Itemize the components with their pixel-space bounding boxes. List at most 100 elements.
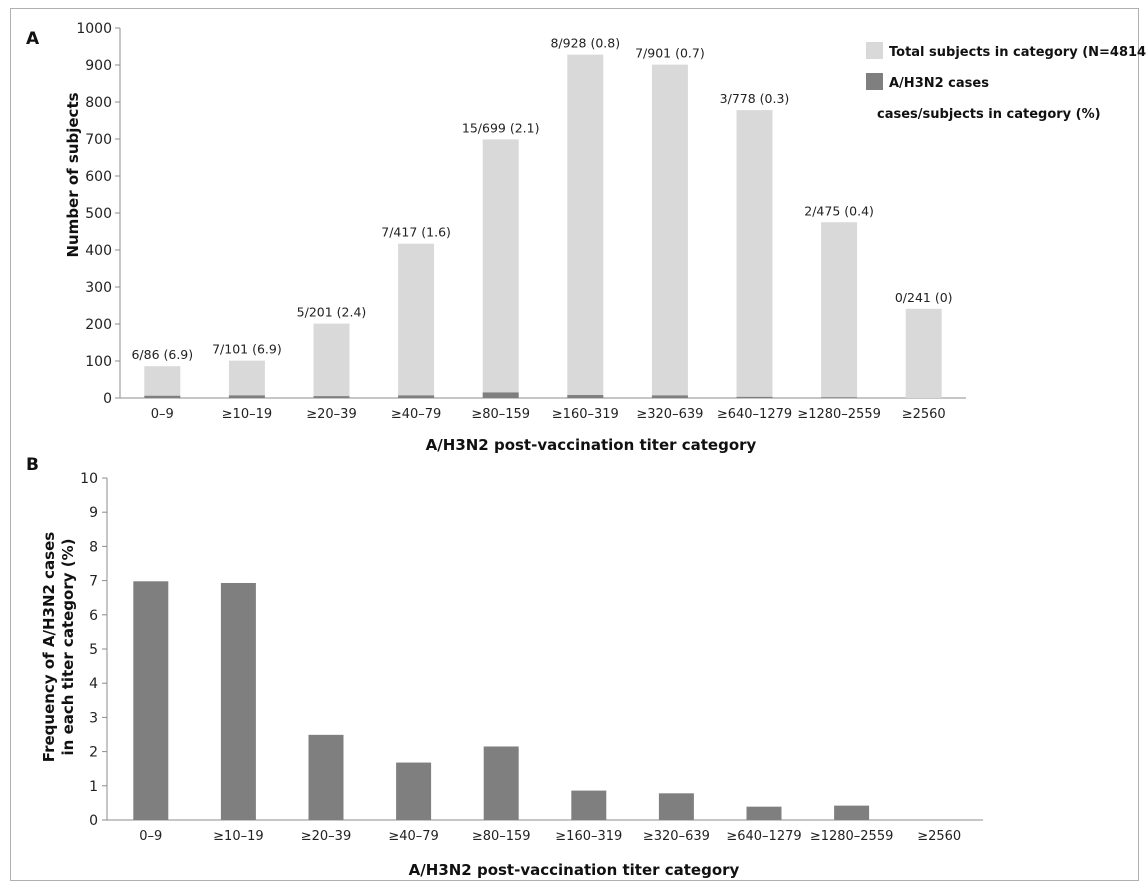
panel-a-y-tick-label: 800 <box>85 95 112 111</box>
legend-swatch-total <box>866 42 883 59</box>
legend-label-total: Total subjects in category (N=4814) <box>889 45 1146 60</box>
panel-b-x-tick-label: ≥40–79 <box>388 829 438 844</box>
legend-swatch-cases <box>866 73 883 90</box>
panel-a-x-tick-label: ≥320–639 <box>636 407 703 422</box>
panel-b: B 0 1 2 3 4 5 6 7 8 9 10 0–9 ≥10–19 ≥20–39 ≥40–79 ≥80–… <box>26 455 983 879</box>
panel-b-x-axis-title: A/H3N2 post-vaccination titer category <box>409 861 740 879</box>
panel-a-data-label: 6/86 (6.9) <box>131 347 193 362</box>
panel-a-x-tick-label: ≥2560 <box>902 407 946 422</box>
panel-b-x-tick-label: ≥10–19 <box>213 829 263 844</box>
panel-a-cases-bar <box>228 395 265 398</box>
panel-b-x-tick-label: 0–9 <box>139 829 162 844</box>
panel-a-total-bar <box>313 323 350 398</box>
panel-a-total-bar <box>482 139 519 398</box>
panel-a-y-tick-label: 900 <box>85 58 112 74</box>
panel-a-cases-bar <box>736 396 773 398</box>
panel-a: A 0 100 200 300 400 500 600 700 800 900 1000 0–9 ≥1… <box>26 21 1146 454</box>
panel-a-total-bar <box>228 360 265 398</box>
panel-b-y-tick-label: 8 <box>89 539 98 555</box>
panel-a-data-label: 5/201 (2.4) <box>297 305 367 320</box>
panel-a-y-tick-label: 0 <box>103 391 112 407</box>
panel-b-frequency-bar <box>220 582 256 820</box>
panel-b-x-tick-label: ≥320–639 <box>643 829 710 844</box>
panel-b-x-tick-label: ≥640–1279 <box>726 829 801 844</box>
panel-a-y-tick-label: 400 <box>85 243 112 259</box>
panel-a-x-tick-label: ≥640–1279 <box>717 407 792 422</box>
panel-a-total-bar <box>651 64 688 398</box>
panel-a-total-bar <box>144 366 181 398</box>
panel-b-frequency-bar <box>746 806 782 820</box>
panel-b-y-tick-label: 5 <box>89 642 98 658</box>
panel-a-cases-bar <box>567 395 604 398</box>
panel-a-cases-bar <box>144 395 181 398</box>
panel-b-y-tick-label: 2 <box>89 745 98 761</box>
panel-b-frequency-bar <box>133 581 169 820</box>
panel-a-y-axis-title: Number of subjects <box>64 92 82 257</box>
panel-b-y-tick-label: 10 <box>80 471 98 487</box>
panel-b-x-tick-label: ≥2560 <box>917 829 961 844</box>
panel-b-frequency-bar <box>834 805 870 820</box>
panel-a-x-tick-label: ≥40–79 <box>391 407 441 422</box>
panel-b-x-tick-label: ≥20–39 <box>301 829 351 844</box>
panel-b-y-tick-label: 6 <box>89 608 98 624</box>
panel-a-x-tick-label: ≥1280–2559 <box>797 407 881 422</box>
panel-b-frequency-bar <box>658 793 694 820</box>
panel-b-frequency-bar <box>571 790 607 820</box>
panel-b-label: B <box>26 455 39 475</box>
panel-a-x-tick-label: ≥20–39 <box>306 407 356 422</box>
panel-a-data-label: 7/901 (0.7) <box>635 46 705 61</box>
panel-b-y-tick-labels: 0 1 2 3 4 5 6 7 8 9 10 <box>80 471 107 829</box>
panel-a-total-bar <box>398 243 435 398</box>
panel-b-y-tick-label: 4 <box>89 676 98 692</box>
panel-a-data-label: 7/101 (6.9) <box>212 342 282 357</box>
panel-a-total-bar <box>905 308 942 398</box>
legend-note: cases/subjects in category (%) <box>877 107 1101 122</box>
panel-a-bars <box>144 54 942 398</box>
panel-b-frequency-bar <box>308 734 344 820</box>
panel-b-y-axis-title-line-2: in each titer category (%) <box>59 539 77 756</box>
panel-a-x-tick-labels: 0–9 ≥10–19 ≥20–39 ≥40–79 ≥80–159 ≥160–319 ≥320… <box>151 407 946 422</box>
panel-a-cases-bar <box>313 396 350 398</box>
panel-a-y-tick-label: 1000 <box>76 21 112 37</box>
panel-a-data-label: 2/475 (0.4) <box>804 203 874 218</box>
panel-a-cases-bar <box>651 395 688 398</box>
panel-b-y-tick-label: 9 <box>89 505 98 521</box>
panel-a-data-label: 8/928 (0.8) <box>550 36 620 51</box>
panel-a-data-label: 3/778 (0.3) <box>720 91 790 106</box>
legend-label-cases: A/H3N2 cases <box>889 76 989 91</box>
panel-a-data-label: 7/417 (1.6) <box>381 225 451 240</box>
panel-a-x-tick-label: ≥160–319 <box>552 407 619 422</box>
panel-a-y-tick-label: 300 <box>85 280 112 296</box>
panel-a-y-tick-label: 100 <box>85 354 112 370</box>
panel-a-cases-bar <box>482 392 519 398</box>
panel-b-x-tick-label: ≥1280–2559 <box>810 829 894 844</box>
panel-a-total-bar <box>736 110 773 398</box>
panel-b-bars <box>133 581 870 820</box>
panel-b-x-tick-label: ≥160–319 <box>555 829 622 844</box>
panel-a-x-tick-label: 0–9 <box>151 407 174 422</box>
panel-b-y-tick-label: 0 <box>89 813 98 829</box>
panel-a-total-bar <box>567 54 604 398</box>
panel-a-data-labels: 6/86 (6.9) 7/101 (6.9) 5/201 (2.4) 7/417 (1… <box>131 36 952 363</box>
panel-a-data-label: 15/699 (2.1) <box>462 120 540 135</box>
panel-a-y-tick-label: 500 <box>85 206 112 222</box>
panel-b-frequency-bar <box>483 746 519 820</box>
panel-b-x-tick-label: ≥80–159 <box>472 829 531 844</box>
panel-a-y-tick-label: 600 <box>85 169 112 185</box>
panel-b-y-tick-label: 1 <box>89 779 98 795</box>
panel-b-y-tick-label: 7 <box>89 574 98 590</box>
panel-a-label: A <box>26 29 40 49</box>
figure-frame <box>10 8 1139 881</box>
panel-a-x-tick-label: ≥80–159 <box>471 407 530 422</box>
panel-b-y-axis-title-line-1: Frequency of A/H3N2 cases <box>40 532 58 762</box>
panel-b-x-tick-labels: 0–9 ≥10–19 ≥20–39 ≥40–79 ≥80–159 ≥160–319 ≥320… <box>139 829 961 844</box>
panel-a-x-tick-label: ≥10–19 <box>222 407 272 422</box>
panel-a-legend: Total subjects in category (N=4814) A/H3… <box>866 42 1146 122</box>
panel-b-y-tick-label: 3 <box>89 710 98 726</box>
panel-a-x-axis-title: A/H3N2 post-vaccination titer category <box>426 436 757 454</box>
panel-a-data-label: 0/241 (0) <box>895 290 953 305</box>
panel-b-frequency-bar <box>396 762 432 820</box>
panel-a-total-bar <box>821 222 858 398</box>
panel-a-cases-bar <box>821 397 858 398</box>
